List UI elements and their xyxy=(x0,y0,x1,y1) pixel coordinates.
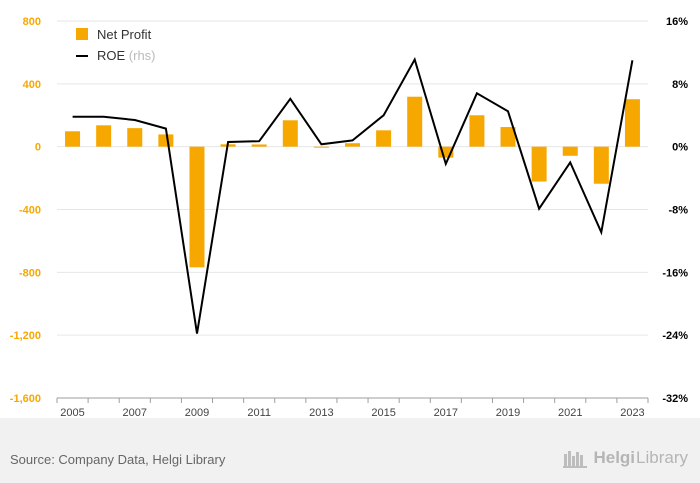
combo-chart: 800 400 0 -400 -800 -1,200 -1,600 16% 8% 0% -8% -1… xyxy=(10,16,688,418)
gridlines xyxy=(57,20,648,399)
x-tick-label: 2019 xyxy=(496,407,520,418)
right-y-tick-label: -32% xyxy=(662,393,688,405)
x-axis: 2005 2007 2009 2011 2013 2015 2017 2019 2021 2023 xyxy=(56,397,649,418)
x-tick-label: 2015 xyxy=(371,407,395,418)
net-profit-bars xyxy=(65,96,640,268)
net-profit-bar xyxy=(189,146,205,268)
net-profit-bar xyxy=(282,120,298,147)
footer: Source: Company Data, Helgi Library Helg… xyxy=(0,418,700,483)
net-profit-bar xyxy=(593,146,609,184)
x-tick-label: 2013 xyxy=(309,407,333,418)
roe-series-line xyxy=(72,56,634,334)
net-profit-bar xyxy=(469,115,485,147)
left-y-tick-label: -400 xyxy=(19,205,41,217)
x-tick-label: 2009 xyxy=(185,407,209,418)
net-profit-bar xyxy=(65,131,81,147)
legend-roe-suffix: (rhs) xyxy=(129,48,156,63)
library-icon xyxy=(563,451,588,468)
net-profit-bar xyxy=(96,125,112,147)
left-y-tick-label: -1,200 xyxy=(10,330,41,342)
right-y-tick-label: 8% xyxy=(672,79,688,91)
net-profit-bar xyxy=(624,99,640,147)
net-profit-bar xyxy=(127,128,143,147)
net-profit-bar xyxy=(158,134,174,147)
x-tick-label: 2007 xyxy=(123,407,147,418)
source-note: Source: Company Data, Helgi Library xyxy=(10,452,226,467)
brand-name-light: Library xyxy=(636,448,688,467)
right-y-tick-label: -24% xyxy=(662,330,688,342)
x-tick-label: 2011 xyxy=(247,407,271,418)
left-y-tick-label: 800 xyxy=(23,16,41,28)
net-profit-bar xyxy=(345,143,360,147)
net-profit-bar xyxy=(313,146,329,148)
x-tick-label: 2021 xyxy=(558,407,582,418)
net-profit-bar xyxy=(376,130,392,147)
left-y-tick-label: -800 xyxy=(19,267,41,279)
legend-net-profit-label: Net Profit xyxy=(97,27,152,42)
x-tick-label: 2005 xyxy=(60,407,84,418)
right-y-tick-label: 16% xyxy=(666,16,688,28)
net-profit-bar xyxy=(500,127,516,147)
net-profit-bar xyxy=(407,96,423,147)
right-y-tick-label: -16% xyxy=(662,267,688,279)
net-profit-bar xyxy=(531,146,547,182)
x-tick-label: 2017 xyxy=(434,407,458,418)
legend-roe-label: ROE (rhs) xyxy=(97,48,156,63)
legend-net-profit-swatch xyxy=(76,28,88,40)
left-y-tick-label: -1,600 xyxy=(10,393,41,405)
right-y-tick-label: 0% xyxy=(672,142,688,154)
brand-name-bold: Helgi xyxy=(593,448,636,467)
right-y-axis: 16% 8% 0% -8% -16% -24% -32% xyxy=(662,16,688,405)
net-profit-bar xyxy=(438,146,454,158)
left-y-tick-label: 400 xyxy=(23,79,41,91)
left-y-axis: 800 400 0 -400 -800 -1,200 -1,600 xyxy=(10,16,41,405)
roe-line xyxy=(72,56,634,334)
legend: Net Profit ROE (rhs) xyxy=(76,27,156,63)
x-tick-label: 2023 xyxy=(620,407,644,418)
right-y-tick-label: -8% xyxy=(668,205,688,217)
legend-roe-name: ROE xyxy=(97,48,126,63)
left-y-tick-label: 0 xyxy=(35,142,41,154)
net-profit-bar xyxy=(251,144,267,147)
net-profit-bar xyxy=(562,146,578,156)
helgi-library-logo: Helgi Library xyxy=(563,448,688,468)
